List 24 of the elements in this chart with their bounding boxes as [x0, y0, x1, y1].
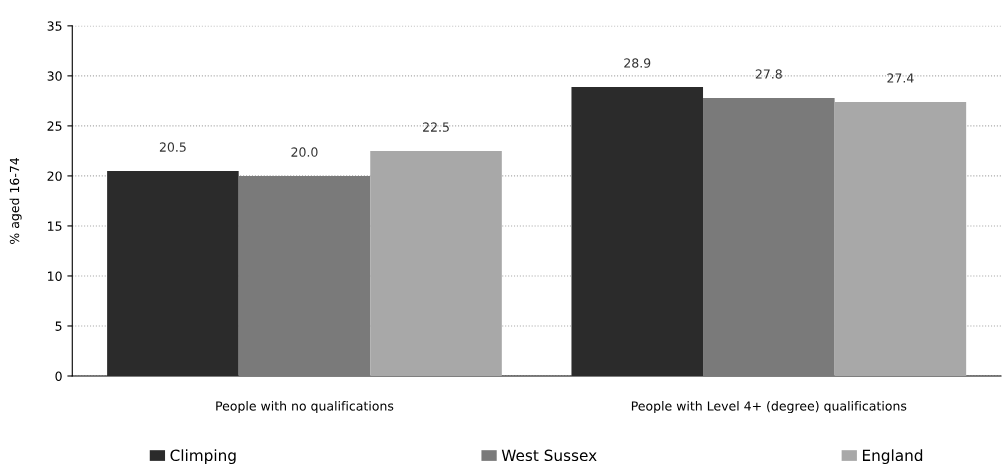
- y-tick-label: 5: [55, 321, 62, 331]
- x-tick-label: People with no qualifications: [216, 401, 394, 414]
- x-tick-label: People with Level 4+ (degree) qualifications: [631, 401, 907, 414]
- bar: [703, 97, 835, 376]
- y-tick-label: 15: [48, 221, 62, 231]
- data-label: 20.0: [291, 147, 318, 157]
- legend-label: West Sussex: [501, 449, 597, 462]
- y-tick-label: 0: [55, 371, 62, 381]
- y-axis-title: % aged 16-74: [9, 157, 22, 244]
- y-tick-label: 10: [48, 271, 62, 281]
- data-label: 27.4: [887, 73, 914, 83]
- y-tick-label: 30: [47, 71, 62, 81]
- y-tick-label: 25: [47, 121, 62, 131]
- bar: [238, 175, 371, 376]
- legend-label: Climping: [170, 449, 236, 465]
- data-label: 22.5: [423, 122, 449, 132]
- data-label: 27.8: [755, 69, 782, 79]
- y-tick-label: 35: [47, 21, 62, 31]
- data-label: 20.5: [159, 142, 186, 152]
- bar: [107, 170, 239, 376]
- y-tick-label: 20: [47, 171, 62, 181]
- legend-label: England: [862, 449, 923, 465]
- bar: [571, 86, 704, 376]
- data-label: 28.9: [624, 58, 651, 68]
